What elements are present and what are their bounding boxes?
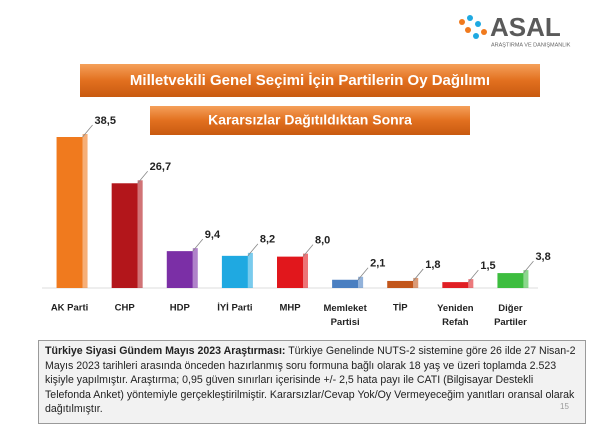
- footer-bold: Türkiye Siyasi Gündem Mayıs 2023 Araştır…: [45, 345, 286, 357]
- label-leader: [192, 238, 204, 252]
- label-leader: [82, 124, 93, 138]
- value-label: 26,7: [150, 161, 171, 173]
- x-tick-label: Memleket Partisi: [323, 303, 367, 328]
- bar-side: [468, 279, 474, 288]
- x-tick-label: HDP: [170, 303, 191, 314]
- value-label: 8,0: [315, 235, 330, 247]
- footer-note: Türkiye Siyasi Gündem Mayıs 2023 Araştır…: [38, 340, 586, 424]
- bar: [442, 282, 469, 288]
- x-tick-label: TİP: [393, 303, 408, 314]
- bar-side: [247, 252, 253, 288]
- bar: [221, 255, 248, 288]
- x-tick-label: İYİ Parti: [217, 303, 252, 314]
- x-tick-label: Yeniden Refah: [437, 303, 474, 328]
- label-leader: [357, 267, 369, 281]
- logo-icon: [459, 15, 487, 39]
- bar: [56, 137, 83, 288]
- bar-side: [192, 248, 198, 288]
- bar: [497, 273, 524, 288]
- x-tick-label: CHP: [115, 303, 136, 314]
- bar: [166, 251, 193, 288]
- x-tick-label: AK Parti: [51, 303, 88, 314]
- bar-side: [82, 134, 88, 288]
- bar: [387, 280, 414, 288]
- x-tick-label: Diğer Partiler: [494, 303, 527, 328]
- label-leader: [523, 260, 534, 274]
- page-number: 15: [560, 402, 569, 411]
- bar-side: [413, 277, 419, 288]
- label-leader: [137, 171, 148, 184]
- label-leader: [302, 244, 314, 257]
- label-leader: [468, 269, 479, 283]
- logo-tagline: ARAŞTIRMA VE DANIŞMANLIK: [491, 42, 571, 48]
- bar-side: [523, 270, 529, 288]
- logo-name: ASAL: [490, 12, 561, 42]
- bar: [277, 256, 303, 288]
- value-label: 1,5: [480, 260, 495, 272]
- value-label: 3,8: [535, 251, 550, 263]
- bar-side: [358, 276, 364, 288]
- bar-side: [303, 253, 308, 288]
- title-banner: [80, 64, 540, 97]
- x-tick-label: MHP: [279, 303, 301, 314]
- label-leader: [412, 268, 424, 282]
- bar-side: [137, 180, 143, 288]
- chart-title: Milletvekili Genel Seçimi İçin Partileri…: [130, 72, 490, 89]
- value-label: 38,5: [95, 115, 116, 127]
- subtitle-banner: [150, 106, 470, 135]
- chart: ASAL ARAŞTIRMA VE DANIŞMANLIK Milletveki…: [42, 12, 571, 328]
- value-label: 2,1: [370, 258, 385, 270]
- chart-subtitle: Kararsızlar Dağıtıldıktan Sonra: [208, 112, 412, 128]
- bar: [332, 279, 359, 288]
- footer-text: Türkiye Genelinde NUTS-2 sistemine göre …: [45, 345, 576, 415]
- label-leader: [247, 243, 259, 257]
- value-label: 8,2: [260, 234, 275, 246]
- bar: [111, 183, 138, 288]
- value-label: 9,4: [205, 229, 221, 241]
- value-label: 1,8: [425, 259, 440, 271]
